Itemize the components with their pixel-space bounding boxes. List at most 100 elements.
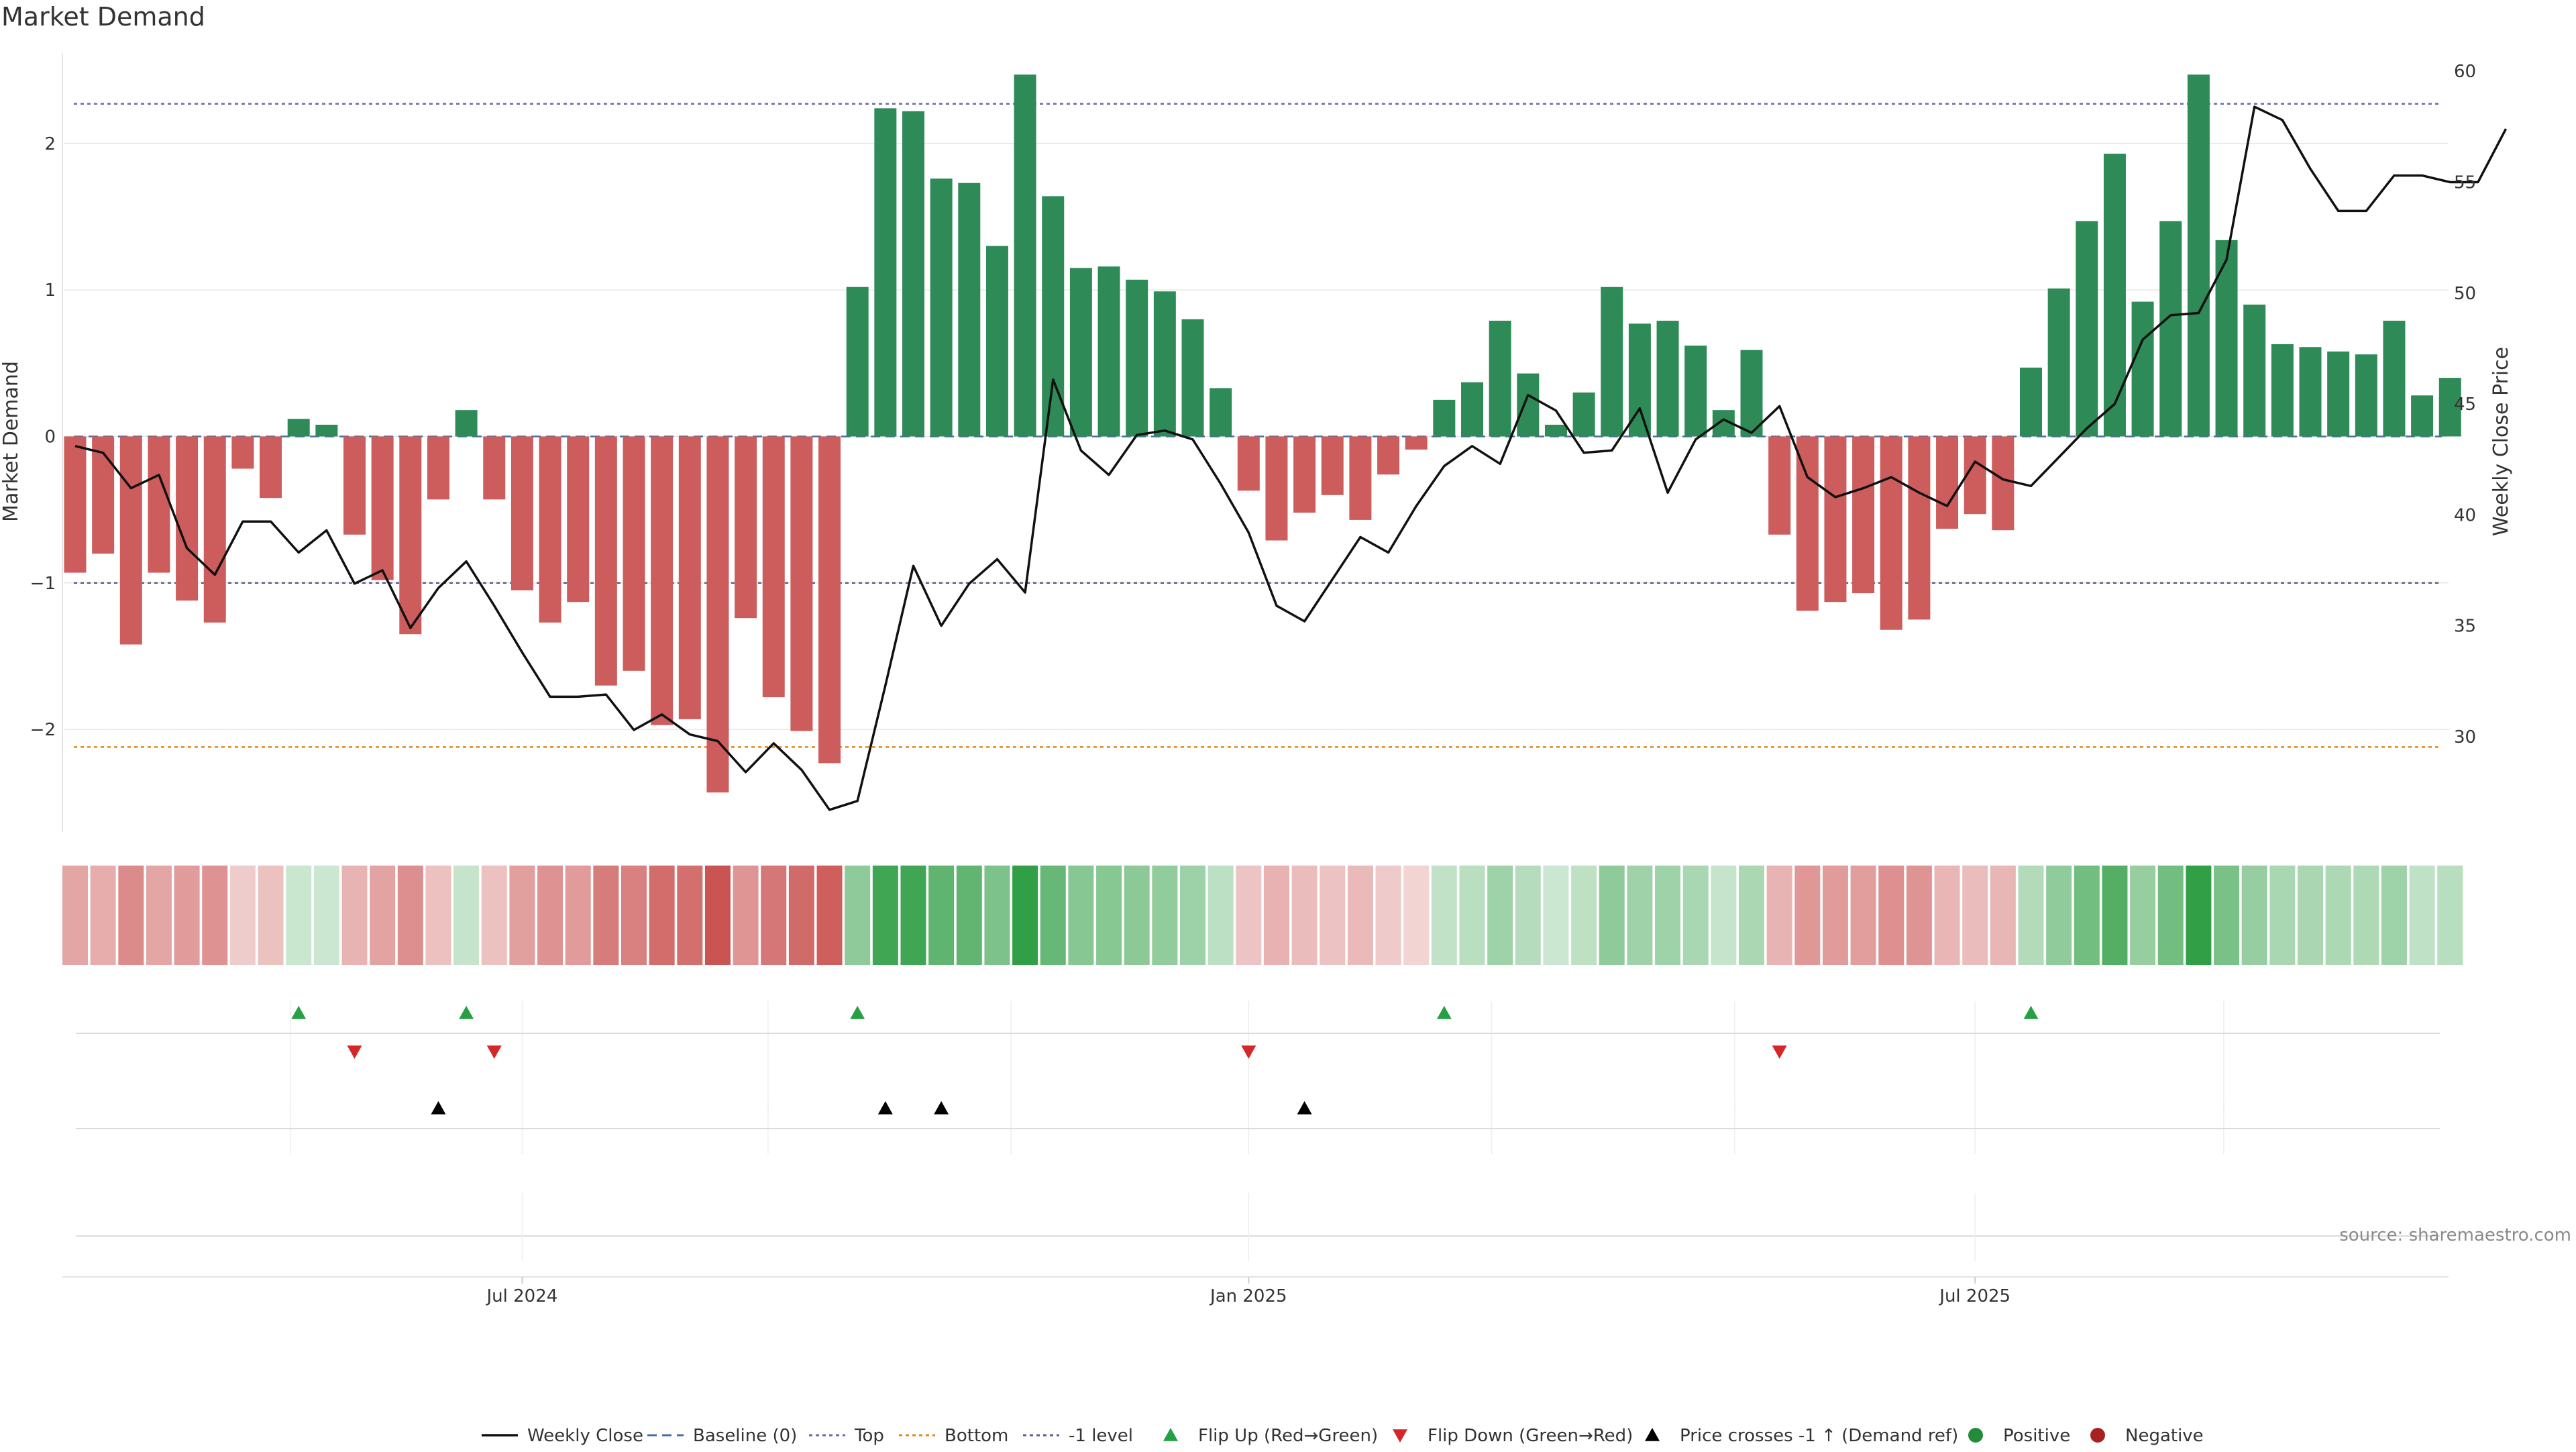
- heat-cell: [90, 866, 116, 965]
- heat-cell: [258, 866, 284, 965]
- heat-cell: [1655, 866, 1681, 965]
- heat-cell: [788, 866, 814, 965]
- y-tick-label: −1: [30, 574, 56, 594]
- heat-cell: [1962, 866, 1988, 965]
- demand-bar: [1181, 319, 1204, 437]
- demand-bar: [2076, 221, 2098, 437]
- demand-bar: [1489, 320, 1511, 437]
- legend-swatch: [1968, 1428, 1983, 1443]
- demand-bar: [2131, 301, 2154, 437]
- demand-bar: [176, 436, 199, 601]
- heat-cell: [341, 866, 368, 965]
- demand-bar: [1405, 436, 1428, 450]
- heat-cell: [2325, 866, 2351, 965]
- heat-cell: [2130, 866, 2156, 965]
- demand-bar: [594, 436, 617, 686]
- demand-bar: [1293, 436, 1316, 513]
- demand-bar: [1461, 382, 1483, 437]
- heat-cell: [928, 866, 955, 965]
- y2-tick-label: 60: [2454, 62, 2476, 82]
- demand-bar: [2299, 347, 2322, 437]
- demand-bar: [343, 436, 366, 535]
- legend-label: Price crosses -1 ↑ (Demand ref): [1680, 1426, 1958, 1446]
- legend: Weekly Close Baseline (0) Top Bottom -1 leve…: [482, 1426, 2204, 1446]
- demand-bar: [203, 436, 226, 623]
- demand-bar: [790, 436, 813, 731]
- legend-item: Top: [809, 1426, 884, 1446]
- heat-cell: [872, 866, 898, 965]
- demand-bar: [1210, 388, 1232, 437]
- demand-bar: [1069, 268, 1092, 437]
- heat-cell: [286, 866, 312, 965]
- heat-cell: [1347, 866, 1373, 965]
- y2-tick-label: 30: [2454, 727, 2476, 747]
- y2-axis-title: Weekly Close Price: [2489, 347, 2513, 536]
- y2-tick-label: 40: [2454, 505, 2476, 525]
- legend-item: Baseline (0): [647, 1426, 797, 1446]
- heat-cell: [2018, 866, 2044, 965]
- flip-down-marker: [347, 1045, 362, 1059]
- demand-bar: [1880, 436, 1902, 630]
- flip-up-marker: [459, 1006, 474, 1019]
- y-axis-title: Market Demand: [0, 361, 23, 522]
- heat-cell: [1375, 866, 1401, 965]
- heat-cell: [1934, 866, 1960, 965]
- demand-bar: [1265, 436, 1288, 541]
- demand-bar: [1321, 436, 1344, 495]
- legend-item: Weekly Close: [482, 1426, 643, 1446]
- demand-bar: [2020, 367, 2042, 437]
- demand-bar: [231, 436, 254, 469]
- demand-bar: [287, 419, 310, 437]
- weekly-close-line-group: [74, 105, 2508, 811]
- price-cross-marker: [877, 1101, 893, 1114]
- demand-bar: [1601, 287, 1623, 437]
- heat-cell: [1627, 866, 1653, 965]
- legend-item: Flip Up (Red→Green): [1163, 1426, 1378, 1446]
- heat-cell: [313, 866, 339, 965]
- flip-down-marker: [1772, 1045, 1787, 1059]
- y2-tick-label: 55: [2454, 172, 2476, 193]
- heat-cell: [1096, 866, 1122, 965]
- demand-bar: [455, 410, 478, 437]
- heat-cell: [677, 866, 703, 965]
- x-tick-label: Jul 2025: [1938, 1286, 2010, 1306]
- demand-bar: [1433, 399, 1456, 437]
- legend-item: Price crosses -1 ↑ (Demand ref): [1645, 1426, 1958, 1446]
- axes: −2 −1 0 1 2 30 35 40 45 50 55 60: [30, 54, 2476, 832]
- heat-cell: [2214, 866, 2240, 965]
- heat-cell: [2298, 866, 2323, 965]
- price-cross-marker: [1297, 1101, 1312, 1114]
- heat-cell: [174, 866, 200, 965]
- heat-cell: [1850, 866, 1876, 965]
- demand-bar: [1852, 436, 1875, 594]
- demand-bar: [1153, 291, 1176, 437]
- demand-bar: [427, 436, 449, 500]
- heat-cell: [1236, 866, 1262, 965]
- legend-label: Baseline (0): [693, 1426, 797, 1446]
- legend-item: Bottom: [899, 1426, 1008, 1446]
- y2-tick-label: 45: [2454, 395, 2476, 415]
- demand-bar: [1014, 74, 1036, 437]
- legend-swatch: [1645, 1428, 1660, 1441]
- y-tick-label: −2: [30, 720, 56, 740]
- legend-label: Positive: [2003, 1426, 2070, 1446]
- legend-label: Top: [854, 1426, 884, 1446]
- heat-cell: [2437, 866, 2463, 965]
- y2-tick-label: 50: [2454, 284, 2476, 304]
- heat-cell: [370, 866, 396, 965]
- legend-item: Negative: [2090, 1426, 2204, 1446]
- demand-bar: [1126, 279, 1148, 437]
- heat-cell: [1012, 866, 1038, 965]
- heat-cell: [62, 866, 88, 965]
- demand-bar: [1517, 373, 1540, 437]
- y-tick-label: 1: [44, 280, 56, 301]
- heat-cell: [1599, 866, 1625, 965]
- heat-cell: [593, 866, 619, 965]
- legend-label: -1 level: [1069, 1426, 1133, 1446]
- heat-cell: [146, 866, 172, 965]
- weekly-close-line: [74, 105, 2508, 811]
- heat-cell: [1291, 866, 1318, 965]
- heat-cell: [118, 866, 144, 965]
